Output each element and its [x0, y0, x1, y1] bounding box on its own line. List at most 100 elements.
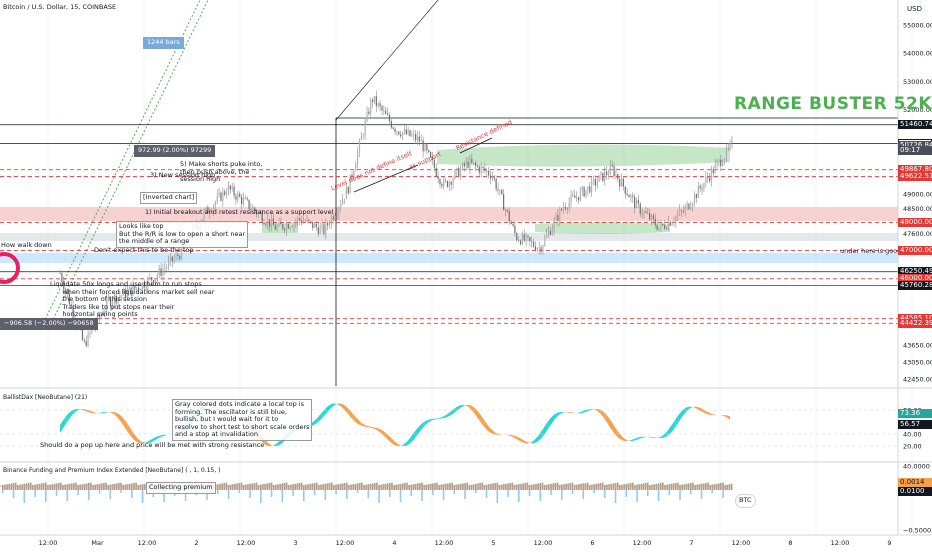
- premium-bar: [67, 490, 69, 501]
- funding-bar: [342, 483, 344, 490]
- time-tick-label: 12:00: [732, 539, 751, 547]
- candle-body: [166, 267, 167, 268]
- candle-body: [512, 224, 513, 226]
- candle-body: [731, 140, 732, 143]
- time-tick-label: 12:00: [633, 539, 652, 547]
- symbol-title: Bitcoin / U.S. Dollar, 15, COINBASE: [3, 3, 116, 11]
- premium-bar: [722, 490, 724, 498]
- oscillator-title: BallistDax [NeoButane] (21): [3, 394, 87, 401]
- premium-bar: [335, 490, 337, 494]
- funding-bar: [266, 483, 268, 490]
- candle-body: [423, 141, 424, 152]
- funding-bar: [731, 484, 733, 490]
- funding-bar: [626, 484, 628, 490]
- funding-bar: [4, 485, 6, 490]
- candle-body: [321, 224, 322, 226]
- funding-bar: [350, 485, 352, 490]
- candle-body: [462, 163, 463, 169]
- price-tick-label: 48500.00: [903, 205, 932, 213]
- funding-bar: [643, 483, 645, 490]
- candle-body: [239, 194, 240, 197]
- candle-body: [696, 194, 697, 198]
- funding-bar: [492, 483, 494, 490]
- candle-body: [320, 227, 321, 234]
- candle-body: [243, 198, 244, 204]
- candle-body: [647, 213, 648, 214]
- btc-badge[interactable]: BTC: [735, 494, 756, 508]
- candle-body: [340, 204, 341, 207]
- candle-body: [716, 162, 717, 165]
- candle-body: [610, 165, 611, 174]
- candle-body: [316, 224, 317, 228]
- funding-bar: [522, 483, 524, 490]
- funding-bar: [219, 484, 221, 490]
- candle-body: [525, 235, 526, 240]
- candle-body: [499, 190, 500, 191]
- funding-bar: [712, 485, 714, 490]
- candle-body: [467, 162, 468, 168]
- funding-bar: [357, 483, 359, 490]
- funding-bar: [610, 484, 612, 490]
- candle-body: [355, 164, 356, 171]
- funding-bar: [580, 484, 582, 490]
- candle-body: [228, 185, 229, 194]
- time-tick-label: 9: [887, 539, 891, 547]
- oscillator-tick-label: 40.00: [903, 431, 922, 439]
- looks-like-top-note: Looks like top But the R/R is low to ope…: [116, 221, 248, 248]
- candle-body: [421, 141, 422, 142]
- candle-body: [314, 224, 315, 228]
- candle-body: [657, 225, 658, 230]
- funding-bar: [473, 484, 475, 490]
- candle-body: [531, 241, 532, 242]
- funding-bar: [282, 483, 284, 490]
- funding-bar: [64, 485, 66, 490]
- measure-badge: 972.99 (2.00%) 97299: [134, 145, 215, 157]
- funding-bar: [249, 484, 251, 490]
- candle-body: [713, 169, 714, 173]
- candle-body: [507, 210, 508, 211]
- funding-bar: [24, 484, 26, 490]
- candle-body: [215, 202, 216, 206]
- candle-body: [662, 224, 663, 226]
- candle-body: [642, 214, 643, 215]
- premium-bar: [411, 490, 413, 496]
- funding-bar: [340, 484, 342, 490]
- candle-body: [664, 225, 665, 229]
- candle-body: [295, 222, 296, 223]
- funding-bar: [101, 483, 103, 490]
- candle-body: [701, 189, 702, 190]
- funding-bar: [402, 483, 404, 490]
- candle-body: [632, 196, 633, 197]
- candle-body: [299, 218, 300, 220]
- funding-bar: [583, 483, 585, 490]
- candle-body: [584, 187, 585, 196]
- candle-body: [232, 187, 233, 190]
- candle-body: [297, 218, 298, 221]
- candle-body: [623, 179, 624, 187]
- candle-body: [172, 257, 173, 262]
- candle-body: [544, 237, 545, 245]
- funding-bar: [591, 485, 593, 490]
- time-tick-label: 12:00: [237, 539, 256, 547]
- funding-bar: [355, 484, 357, 490]
- premium-bar: [24, 490, 26, 503]
- candle-body: [700, 186, 701, 189]
- candle-body: [305, 222, 306, 223]
- candle-body: [293, 223, 294, 227]
- candle-body: [275, 225, 276, 230]
- funding-bar: [54, 484, 56, 490]
- candle-body: [518, 240, 519, 241]
- funding-bar: [462, 483, 464, 490]
- candle-body: [509, 211, 510, 221]
- time-tick-label: 8: [788, 539, 792, 547]
- price-tag: 49622.51: [898, 172, 932, 181]
- candle-body: [503, 194, 504, 210]
- candle-body: [604, 172, 605, 181]
- candle-body: [608, 175, 609, 176]
- funding-bar: [234, 484, 236, 490]
- candle-body: [460, 169, 461, 177]
- premium-bar: [142, 490, 144, 503]
- candle-body: [537, 248, 538, 250]
- funding-bar: [322, 484, 324, 490]
